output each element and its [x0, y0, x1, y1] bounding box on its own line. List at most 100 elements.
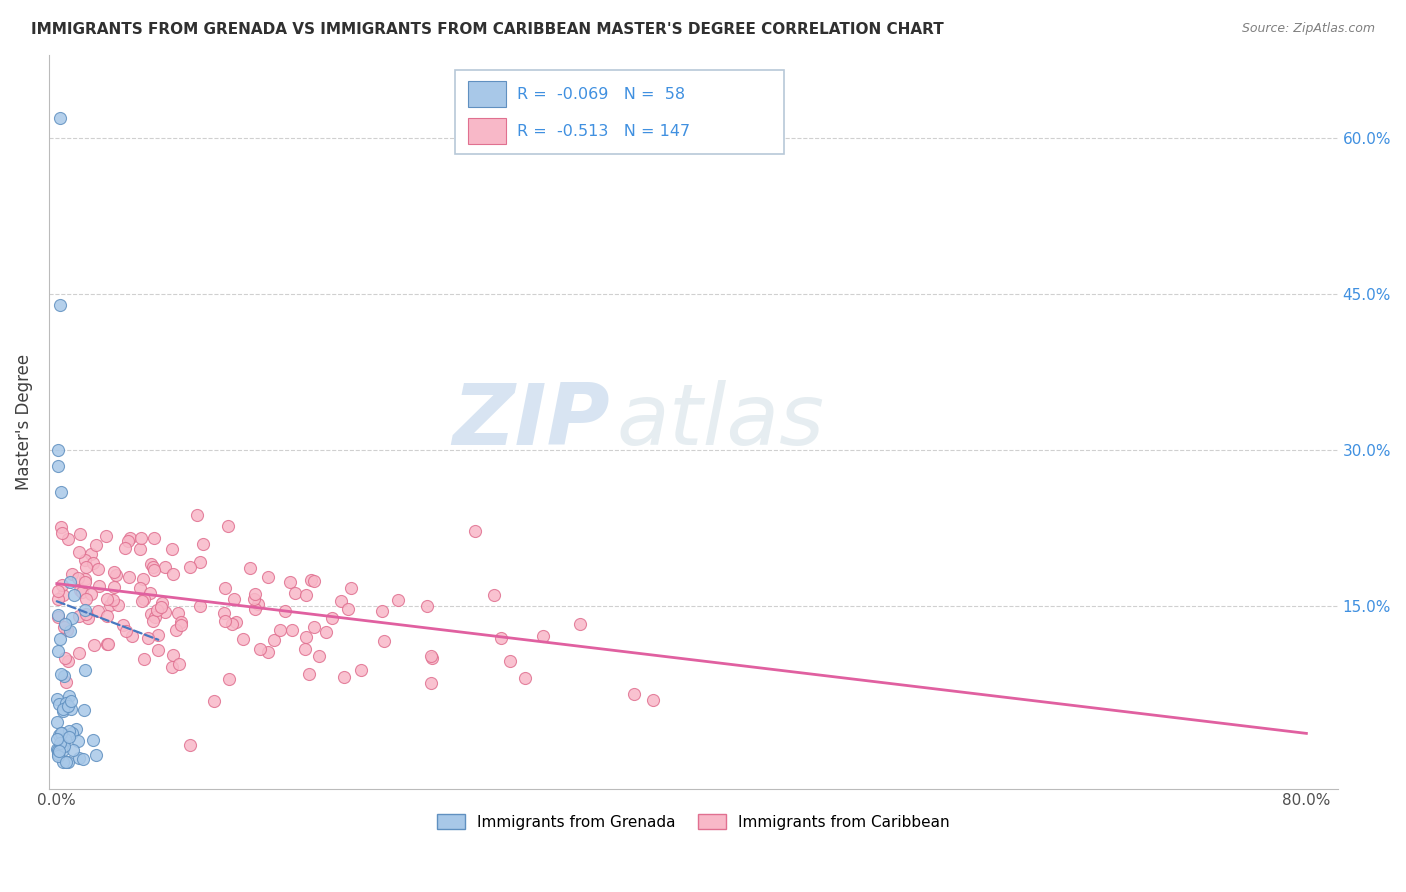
Text: R =  -0.069   N =  58: R = -0.069 N = 58 — [517, 87, 685, 102]
Point — [103, 565, 125, 579]
Point — [48, 736, 70, 750]
Point — [243, 592, 266, 607]
Point — [245, 587, 267, 601]
Point — [97, 637, 120, 651]
Point — [101, 592, 124, 607]
Point — [80, 586, 103, 600]
Point — [179, 739, 201, 753]
Point — [84, 747, 107, 762]
Point — [53, 732, 76, 747]
Point — [114, 541, 136, 555]
Point — [46, 591, 69, 606]
Point — [62, 743, 84, 757]
Point — [73, 574, 96, 589]
Point — [73, 603, 96, 617]
Point — [284, 585, 307, 599]
Point — [569, 616, 592, 631]
Point — [132, 591, 155, 606]
Point — [55, 696, 77, 710]
Point — [51, 525, 73, 540]
Point — [142, 532, 165, 546]
Point — [143, 610, 166, 624]
Point — [52, 588, 75, 602]
Point — [46, 742, 69, 756]
Point — [55, 755, 77, 769]
Point — [67, 545, 90, 559]
Point — [60, 567, 83, 582]
Point — [96, 637, 118, 651]
Point — [53, 739, 76, 753]
Point — [188, 599, 211, 614]
Point — [218, 672, 240, 686]
Point — [249, 642, 271, 657]
Point — [66, 734, 89, 748]
Point — [55, 674, 77, 689]
Point — [46, 747, 69, 762]
Point — [67, 751, 90, 765]
Point — [56, 699, 79, 714]
Point — [121, 629, 143, 643]
Point — [294, 642, 316, 657]
Point — [221, 616, 243, 631]
Point — [245, 602, 267, 616]
Point — [129, 532, 152, 546]
Point — [59, 574, 82, 589]
Point — [49, 726, 72, 740]
Point — [129, 581, 152, 595]
Point — [52, 704, 75, 718]
Point — [371, 604, 394, 618]
Point — [146, 628, 169, 642]
Point — [76, 610, 98, 624]
Point — [333, 670, 356, 684]
Point — [330, 594, 353, 608]
Point — [138, 585, 160, 599]
Point — [58, 731, 80, 745]
Point — [167, 657, 190, 671]
Point — [149, 599, 172, 614]
Point — [45, 692, 67, 706]
Point — [86, 604, 108, 618]
Point — [69, 526, 91, 541]
Point — [62, 588, 84, 602]
Point — [60, 701, 83, 715]
Point — [165, 624, 187, 638]
Point — [52, 755, 75, 769]
Point — [53, 650, 76, 665]
Point — [51, 578, 73, 592]
Point — [48, 697, 70, 711]
Point — [56, 623, 79, 637]
Point — [58, 756, 80, 770]
Point — [179, 560, 201, 574]
Point — [373, 633, 395, 648]
Point — [73, 663, 96, 677]
FancyBboxPatch shape — [468, 81, 506, 107]
Point — [46, 458, 69, 473]
Point — [269, 623, 291, 637]
Point — [499, 654, 522, 668]
Point — [623, 687, 645, 701]
Point — [170, 617, 193, 632]
Point — [349, 663, 371, 677]
Point — [489, 631, 512, 645]
Point — [46, 443, 69, 458]
Point — [118, 570, 141, 584]
Point — [73, 552, 96, 566]
Point — [132, 651, 155, 665]
Point — [420, 676, 443, 690]
Point — [146, 643, 169, 657]
Point — [86, 538, 108, 552]
Point — [139, 557, 162, 571]
Point — [70, 585, 93, 599]
Point — [94, 529, 117, 543]
Point — [337, 601, 360, 615]
Point — [49, 520, 72, 534]
Point — [257, 570, 280, 584]
Point — [387, 593, 409, 607]
Point — [53, 728, 76, 742]
Point — [299, 574, 322, 588]
Point — [295, 589, 318, 603]
Point — [131, 572, 153, 586]
Text: R =  -0.513   N = 147: R = -0.513 N = 147 — [517, 124, 690, 139]
Point — [420, 650, 443, 665]
Y-axis label: Master's Degree: Master's Degree — [15, 354, 32, 490]
